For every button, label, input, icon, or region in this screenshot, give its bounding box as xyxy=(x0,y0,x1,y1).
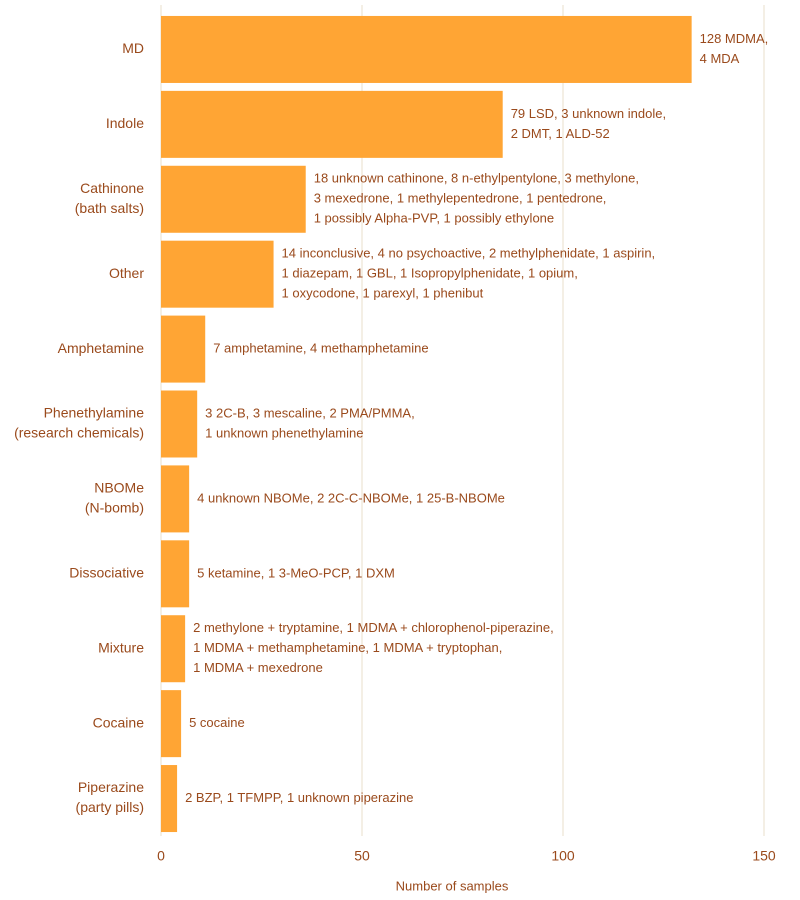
bar-annotation: 2 methylone + tryptamine, 1 MDMA + chlor… xyxy=(193,620,554,635)
bar-annotation: 1 unknown phenethylamine xyxy=(205,425,363,440)
y-tick-label: Other xyxy=(109,265,144,281)
y-tick-label: Indole xyxy=(106,115,144,131)
y-tick-label: Amphetamine xyxy=(58,340,145,356)
y-tick-label: (research chemicals) xyxy=(14,425,144,441)
x-axis-label: Number of samples xyxy=(396,878,509,893)
y-tick-label: Cathinone xyxy=(80,180,144,196)
bar-annotation: 2 BZP, 1 TFMPP, 1 unknown piperazine xyxy=(185,790,413,805)
bar xyxy=(161,690,182,758)
y-tick-label: NBOMe xyxy=(94,480,144,496)
y-tick-label: (party pills) xyxy=(76,799,144,815)
bar-annotation: 1 diazepam, 1 GBL, 1 Isopropylphenidate,… xyxy=(282,266,578,281)
bar xyxy=(161,315,206,383)
bar-annotation: 4 MDA xyxy=(700,51,740,66)
bar-annotation: 18 unknown cathinone, 8 n-ethylpentylone… xyxy=(314,171,639,186)
bar-annotation: 5 ketamine, 1 3-MeO-PCP, 1 DXM xyxy=(197,565,395,580)
x-tick-label: 100 xyxy=(551,848,575,864)
bar-annotation: 3 mexedrone, 1 methylepentedrone, 1 pent… xyxy=(314,191,607,206)
bar xyxy=(161,465,190,533)
y-tick-label: (N-bomb) xyxy=(85,500,144,516)
bar xyxy=(161,615,186,683)
bar-annotation: 4 unknown NBOMe, 2 2C-C-NBOMe, 1 25-B-NB… xyxy=(197,490,505,505)
bar xyxy=(161,540,190,608)
bar xyxy=(161,765,178,833)
x-tick-label: 50 xyxy=(354,848,370,864)
bar xyxy=(161,90,503,158)
bar-annotation: 1 possibly Alpha-PVP, 1 possibly ethylon… xyxy=(314,211,554,226)
bar xyxy=(161,390,198,458)
y-tick-label: Phenethylamine xyxy=(44,405,145,421)
bar-annotation: 5 cocaine xyxy=(189,715,245,730)
bar xyxy=(161,165,306,233)
y-tick-label: MD xyxy=(122,40,144,56)
y-tick-label: Cocaine xyxy=(93,714,145,730)
bar-annotation: 14 inconclusive, 4 no psychoactive, 2 me… xyxy=(282,246,656,261)
y-tick-label: Mixture xyxy=(98,639,144,655)
x-tick-label: 150 xyxy=(752,848,776,864)
bar-annotation: 1 MDMA + mexedrone xyxy=(193,660,323,675)
bar xyxy=(161,15,692,83)
bar-annotation: 3 2C-B, 3 mescaline, 2 PMA/PMMA, xyxy=(205,405,415,420)
bar-annotation: 7 amphetamine, 4 methamphetamine xyxy=(213,341,428,356)
bar xyxy=(161,240,274,308)
x-tick-label: 0 xyxy=(157,848,165,864)
bar-annotation: 79 LSD, 3 unknown indole, xyxy=(511,106,666,121)
bar-annotation: 1 oxycodone, 1 parexyl, 1 phenibut xyxy=(282,286,484,301)
bar-annotation: 128 MDMA, xyxy=(700,31,769,46)
y-tick-label: (bath salts) xyxy=(75,200,144,216)
y-tick-label: Dissociative xyxy=(69,565,144,581)
bar-annotation: 1 MDMA + methamphetamine, 1 MDMA + trypt… xyxy=(193,640,502,655)
y-tick-label: Piperazine xyxy=(78,779,144,795)
bar-annotation: 2 DMT, 1 ALD-52 xyxy=(511,126,610,141)
